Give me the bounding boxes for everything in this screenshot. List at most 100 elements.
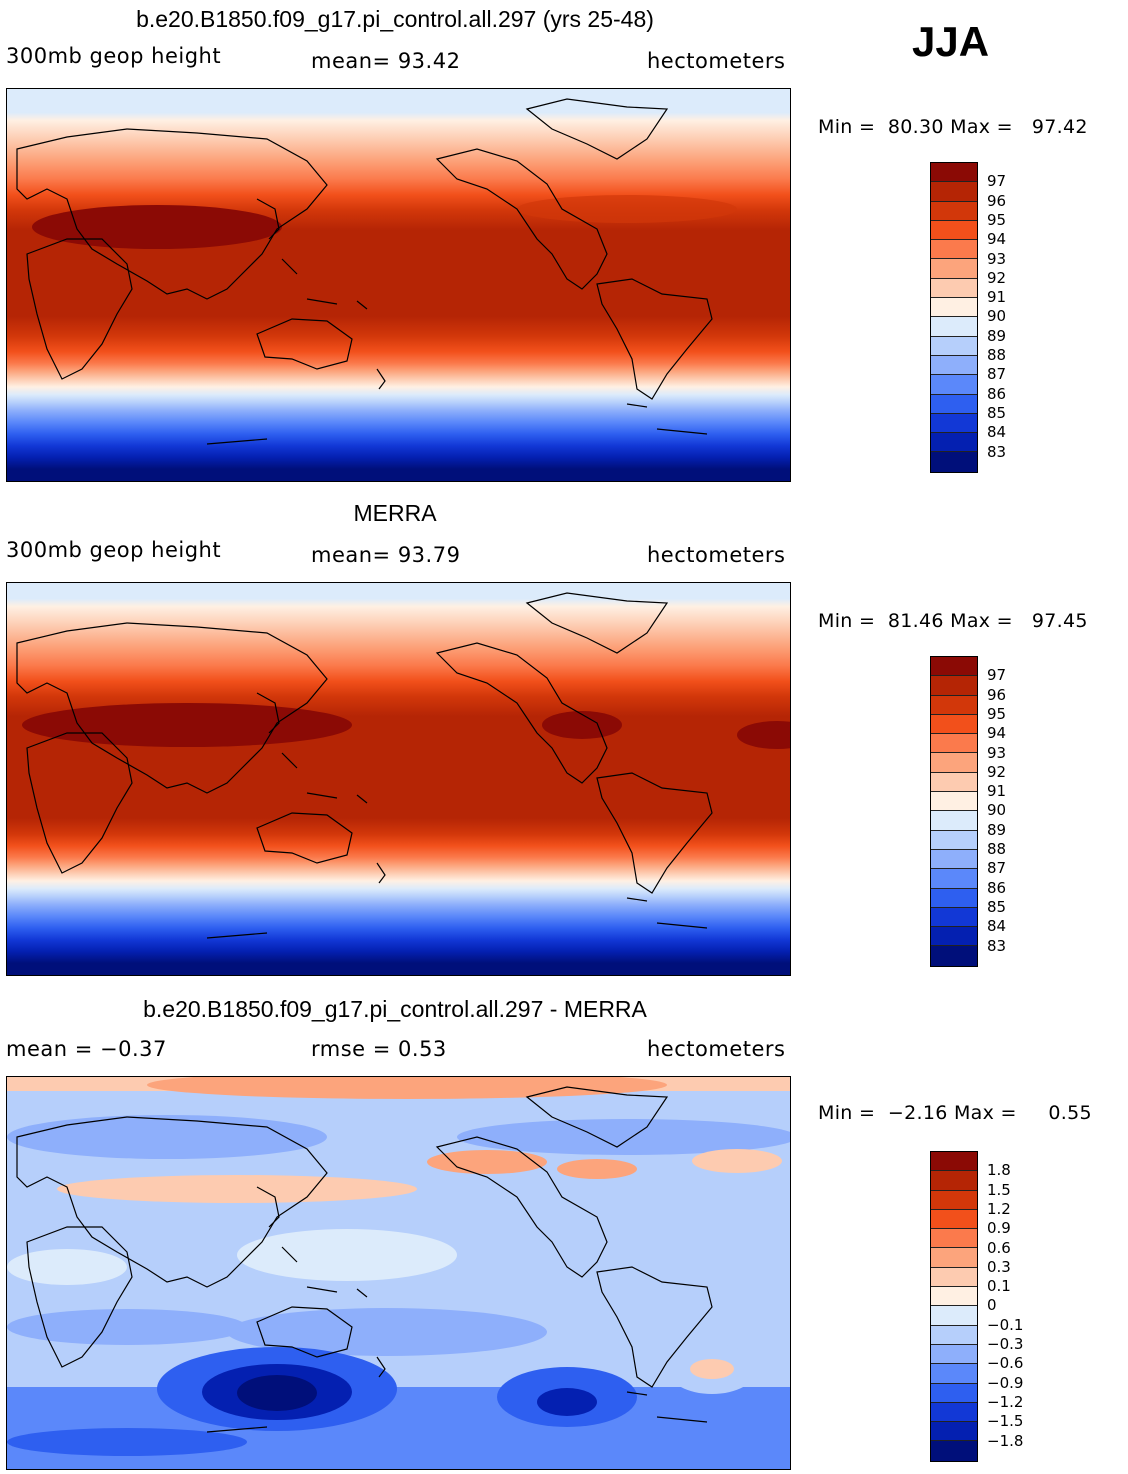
colorbar-tick-label: 89 <box>987 820 1007 839</box>
colorbar-tick-label: 87 <box>987 859 1007 878</box>
panel-1-map <box>6 88 791 482</box>
panel-3-min-value: −2.16 <box>887 1102 948 1124</box>
colorbar-tick-label: 94 <box>987 724 1007 743</box>
panel-3-colorbar <box>930 1151 978 1462</box>
panel-3-minmax: Min = −2.16 Max = 0.55 <box>818 1102 1092 1124</box>
panel-1-min-label: Min = <box>818 116 876 138</box>
panel-2-units: hectometers <box>647 543 786 567</box>
colorbar-tick-label: 97 <box>987 172 1007 191</box>
colorbar-swatch <box>931 317 977 337</box>
colorbar-tick-label: 85 <box>987 403 1007 422</box>
colorbar-swatch <box>931 1171 977 1191</box>
colorbar-tick-label: 0.3 <box>987 1257 1011 1276</box>
colorbar-swatch <box>931 201 977 221</box>
colorbar-swatch <box>931 163 977 183</box>
colorbar-swatch <box>931 772 977 793</box>
colorbar-swatch <box>931 1364 977 1384</box>
panel-1-units: hectometers <box>647 49 786 73</box>
panel-3-max-value: 0.55 <box>1048 1102 1092 1124</box>
colorbar-tick-label: 97 <box>987 666 1007 685</box>
colorbar-swatch <box>931 657 977 677</box>
colorbar-tick-label: 90 <box>987 801 1007 820</box>
colorbar-swatch <box>931 336 977 356</box>
colorbar-tick-label: 0 <box>987 1296 997 1315</box>
colorbar-tick-label: 0.6 <box>987 1238 1011 1257</box>
colorbar-tick-label: −1.5 <box>987 1412 1024 1431</box>
colorbar-tick-label: 91 <box>987 288 1007 307</box>
colorbar-tick-label: 83 <box>987 442 1007 461</box>
colorbar-tick-label: 86 <box>987 384 1007 403</box>
colorbar-swatch <box>931 946 977 966</box>
colorbar-swatch <box>931 849 977 870</box>
panel-2-min-value: 81.46 <box>887 610 944 632</box>
panel-2-colorbar <box>930 656 978 967</box>
colorbar-swatch <box>931 375 977 395</box>
colorbar-swatch <box>931 1248 977 1268</box>
colorbar-swatch <box>931 278 977 299</box>
colorbar-swatch <box>931 734 977 754</box>
panel-2-title: MERRA <box>353 500 437 526</box>
colorbar-swatch <box>931 888 977 908</box>
colorbar-swatch <box>931 1325 977 1345</box>
colorbar-tick-label: 96 <box>987 191 1007 210</box>
colorbar-tick-label: 84 <box>987 917 1007 936</box>
colorbar-tick-label: −0.3 <box>987 1335 1024 1353</box>
colorbar-tick-label: 87 <box>987 365 1007 384</box>
colorbar-tick-label: 93 <box>987 249 1007 268</box>
colorbar-swatch <box>931 907 977 928</box>
colorbar-swatch <box>931 1306 977 1326</box>
colorbar-swatch <box>931 1287 977 1307</box>
colorbar-swatch <box>931 753 977 773</box>
colorbar-swatch <box>931 676 977 696</box>
colorbar-tick-label: 1.2 <box>987 1199 1011 1218</box>
colorbar-tick-label: −0.1 <box>987 1315 1024 1334</box>
colorbar-swatch <box>931 394 977 414</box>
colorbar-swatch <box>931 452 977 472</box>
panel-1-max-label: Max = <box>950 116 1013 138</box>
colorbar-swatch <box>931 182 977 202</box>
colorbar-tick-label: 86 <box>987 878 1007 897</box>
panel-3-max-label: Max = <box>953 1102 1017 1124</box>
colorbar-swatch <box>931 1209 977 1230</box>
colorbar-tick-label: 93 <box>987 743 1007 762</box>
colorbar-swatch <box>931 1402 977 1423</box>
colorbar-swatch <box>931 695 977 715</box>
colorbar-swatch <box>931 220 977 241</box>
panel-2-min-label: Min = <box>818 610 876 632</box>
colorbar-tick-label: −1.2 <box>987 1392 1024 1411</box>
colorbar-tick-label: 95 <box>987 210 1007 229</box>
colorbar-swatch <box>931 259 977 279</box>
panel-1-title: b.e20.B1850.f09_g17.pi_control.all.297 (… <box>136 6 654 32</box>
colorbar-swatch <box>931 714 977 735</box>
colorbar-swatch <box>931 1441 977 1461</box>
colorbar-tick-label: 90 <box>987 307 1007 326</box>
colorbar-swatch <box>931 869 977 889</box>
colorbar-swatch <box>931 355 977 376</box>
colorbar-swatch <box>931 1422 977 1442</box>
panel-2-max-label: Max = <box>950 610 1013 632</box>
colorbar-tick-label: 1.8 <box>987 1161 1011 1180</box>
panel-1-max-value: 97.42 <box>1031 116 1088 138</box>
panel-2-mean: mean= 93.79 <box>311 543 461 567</box>
panel-1-colorbar <box>930 162 978 473</box>
panel-2-minmax: Min = 81.46 Max = 97.45 <box>818 610 1088 632</box>
panel-1-variable: 300mb geop height <box>6 44 222 68</box>
colorbar-swatch <box>931 927 977 947</box>
colorbar-tick-label: 84 <box>987 423 1007 442</box>
colorbar-swatch <box>931 298 977 318</box>
panel-2-max-value: 97.45 <box>1031 610 1088 632</box>
colorbar-tick-label: −0.9 <box>987 1373 1024 1392</box>
colorbar-tick-label: 0.1 <box>987 1277 1011 1296</box>
colorbar-tick-label: 1.5 <box>987 1180 1011 1199</box>
colorbar-swatch <box>931 1344 977 1365</box>
panel-3-min-label: Min = <box>818 1102 876 1124</box>
colorbar-swatch <box>931 1383 977 1403</box>
colorbar-swatch <box>931 240 977 260</box>
panel-3-map <box>6 1076 791 1470</box>
colorbar-tick-label: 92 <box>987 268 1007 287</box>
colorbar-tick-label: 85 <box>987 897 1007 916</box>
colorbar-tick-label: 83 <box>987 936 1007 955</box>
panel-1-mean: mean= 93.42 <box>311 49 461 73</box>
panel-3-rmse: rmse = 0.53 <box>311 1037 447 1061</box>
panel-3-title: b.e20.B1850.f09_g17.pi_control.all.297 -… <box>143 996 647 1022</box>
